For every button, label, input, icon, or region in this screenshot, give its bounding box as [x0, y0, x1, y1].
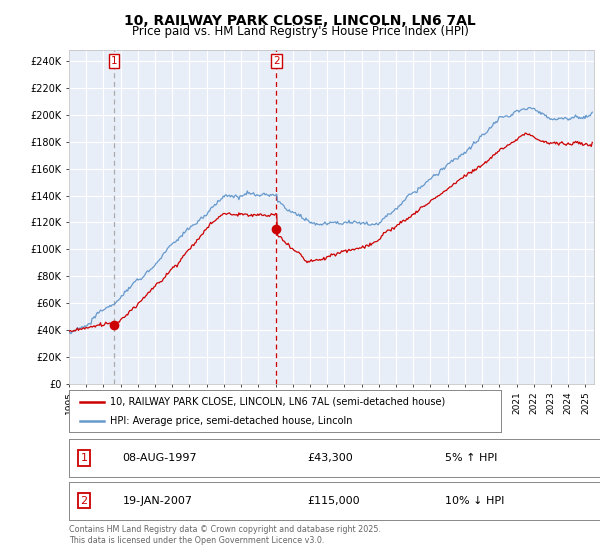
Text: 10, RAILWAY PARK CLOSE, LINCOLN, LN6 7AL: 10, RAILWAY PARK CLOSE, LINCOLN, LN6 7AL	[124, 14, 476, 28]
Text: 5% ↑ HPI: 5% ↑ HPI	[445, 453, 497, 463]
Text: £43,300: £43,300	[307, 453, 353, 463]
Text: 08-AUG-1997: 08-AUG-1997	[122, 453, 197, 463]
Text: Contains HM Land Registry data © Crown copyright and database right 2025.
This d: Contains HM Land Registry data © Crown c…	[69, 525, 381, 545]
Text: Price paid vs. HM Land Registry's House Price Index (HPI): Price paid vs. HM Land Registry's House …	[131, 25, 469, 38]
Text: HPI: Average price, semi-detached house, Lincoln: HPI: Average price, semi-detached house,…	[110, 416, 353, 426]
Text: 2: 2	[80, 496, 88, 506]
Text: 2: 2	[273, 56, 280, 66]
Text: 19-JAN-2007: 19-JAN-2007	[122, 496, 193, 506]
Text: 1: 1	[110, 56, 117, 66]
Text: £115,000: £115,000	[307, 496, 360, 506]
Text: 1: 1	[80, 453, 88, 463]
Text: 10% ↓ HPI: 10% ↓ HPI	[445, 496, 504, 506]
Text: 10, RAILWAY PARK CLOSE, LINCOLN, LN6 7AL (semi-detached house): 10, RAILWAY PARK CLOSE, LINCOLN, LN6 7AL…	[110, 396, 445, 407]
